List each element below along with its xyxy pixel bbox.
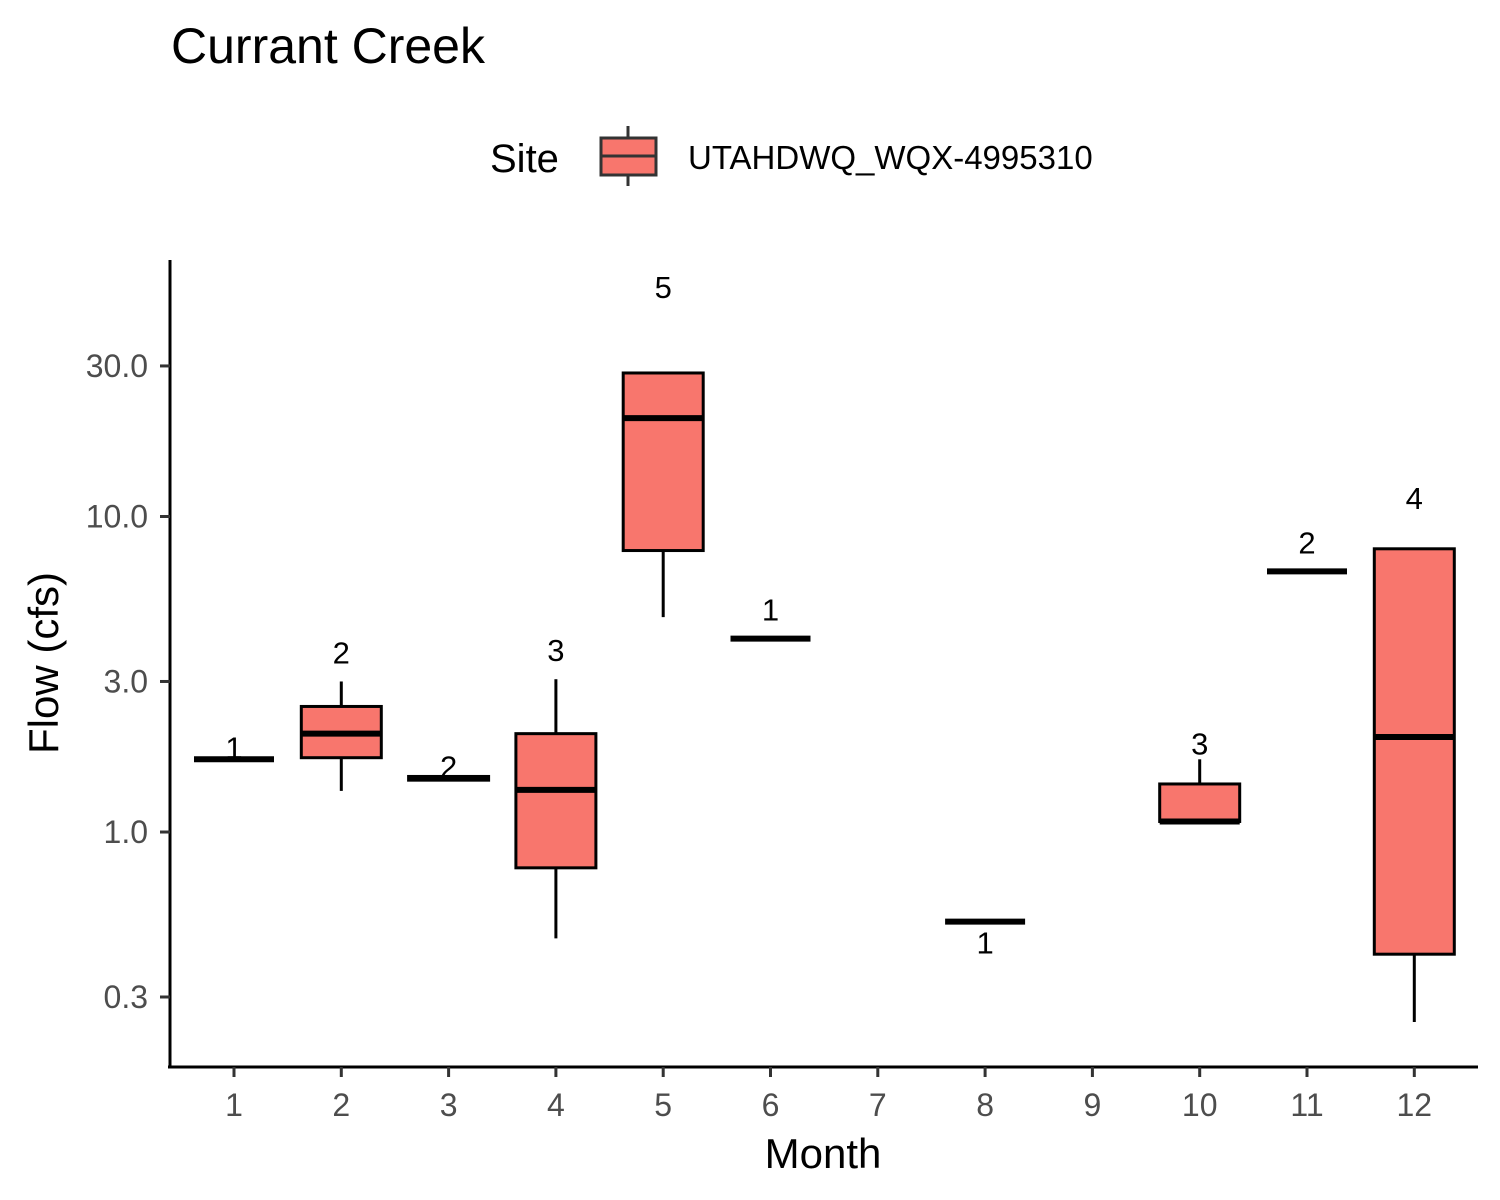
x-tick-label: 12 xyxy=(1397,1087,1433,1123)
y-tick-label: 3.0 xyxy=(104,663,148,699)
x-axis-ticks: 1 2 3 4 5 6 7 8 9 10 11 12 xyxy=(225,1067,1432,1123)
x-axis-title: Month xyxy=(765,1130,882,1177)
box-month-3: 2 xyxy=(407,749,491,784)
count-label: 4 xyxy=(1406,481,1423,516)
x-tick-label: 5 xyxy=(654,1087,672,1123)
legend: Site UTAHDWQ_WQX-4995310 xyxy=(490,126,1093,186)
box-month-8: 1 xyxy=(945,918,1026,961)
box-iqr xyxy=(514,732,598,870)
count-label: 3 xyxy=(1191,726,1208,761)
count-label: 2 xyxy=(1298,525,1315,560)
box-month-4: 3 xyxy=(514,633,598,939)
count-label: 1 xyxy=(976,926,993,961)
box-month-1: 1 xyxy=(194,730,274,765)
x-tick-label: 8 xyxy=(976,1087,994,1123)
x-tick-label: 7 xyxy=(869,1087,887,1123)
count-label: 3 xyxy=(547,633,564,668)
count-label: 1 xyxy=(762,593,779,628)
x-tick-label: 9 xyxy=(1084,1087,1102,1123)
count-label: 2 xyxy=(440,749,457,784)
x-tick-label: 6 xyxy=(762,1087,780,1123)
box-month-10: 3 xyxy=(1158,726,1242,825)
box-month-5: 5 xyxy=(621,270,705,618)
y-axis-ticks: 0.3 1.0 3.0 10.0 30.0 xyxy=(86,348,170,1015)
legend-title: Site xyxy=(490,137,559,181)
y-axis-title: Flow (cfs) xyxy=(20,572,67,754)
box-iqr xyxy=(1158,782,1242,823)
x-tick-label: 10 xyxy=(1182,1087,1218,1123)
box-month-11: 2 xyxy=(1267,525,1347,575)
y-tick-label: 1.0 xyxy=(104,814,148,850)
count-label: 1 xyxy=(225,730,242,765)
legend-label: UTAHDWQ_WQX-4995310 xyxy=(688,139,1093,176)
x-tick-label: 11 xyxy=(1290,1087,1323,1123)
box-month-12: 4 xyxy=(1372,481,1456,1022)
x-tick-label: 4 xyxy=(547,1087,565,1123)
box-month-2: 2 xyxy=(299,635,383,791)
chart-title: Currant Creek xyxy=(171,18,486,74)
box-iqr xyxy=(1372,547,1456,956)
legend-key xyxy=(599,126,658,186)
x-tick-label: 3 xyxy=(440,1087,458,1123)
count-label: 2 xyxy=(333,635,350,670)
count-label: 5 xyxy=(655,270,672,305)
box-iqr xyxy=(621,371,705,553)
y-tick-label: 10.0 xyxy=(86,498,148,534)
x-tick-label: 1 xyxy=(225,1087,243,1123)
box-month-6: 1 xyxy=(730,593,811,642)
y-tick-label: 30.0 xyxy=(86,348,148,384)
y-tick-label: 0.3 xyxy=(104,979,148,1015)
plot-area: 1 2 2 3 5 1 1 3 2 4 xyxy=(194,270,1456,1022)
x-tick-label: 2 xyxy=(332,1087,350,1123)
